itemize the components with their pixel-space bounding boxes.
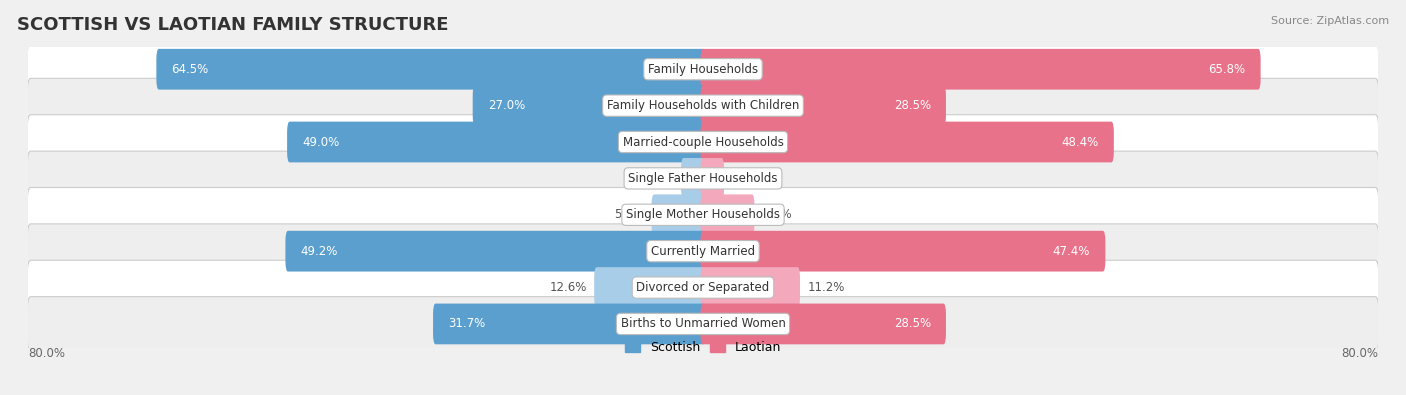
Text: 64.5%: 64.5% (172, 63, 208, 76)
Text: Married-couple Households: Married-couple Households (623, 135, 783, 149)
FancyBboxPatch shape (285, 231, 706, 271)
Text: 80.0%: 80.0% (28, 346, 65, 359)
FancyBboxPatch shape (700, 85, 946, 126)
Text: 31.7%: 31.7% (449, 318, 485, 331)
FancyBboxPatch shape (27, 260, 1379, 315)
Text: 28.5%: 28.5% (894, 318, 931, 331)
Text: 49.0%: 49.0% (302, 135, 339, 149)
Text: Currently Married: Currently Married (651, 245, 755, 258)
Text: 27.0%: 27.0% (488, 99, 524, 112)
Text: 11.2%: 11.2% (807, 281, 845, 294)
FancyBboxPatch shape (27, 224, 1379, 278)
FancyBboxPatch shape (700, 194, 755, 235)
Text: 2.3%: 2.3% (644, 172, 673, 185)
FancyBboxPatch shape (651, 194, 706, 235)
Text: 47.4%: 47.4% (1053, 245, 1090, 258)
FancyBboxPatch shape (287, 122, 706, 162)
FancyBboxPatch shape (595, 267, 706, 308)
FancyBboxPatch shape (472, 85, 706, 126)
FancyBboxPatch shape (27, 151, 1379, 206)
Text: Single Father Households: Single Father Households (628, 172, 778, 185)
Text: Source: ZipAtlas.com: Source: ZipAtlas.com (1271, 16, 1389, 26)
FancyBboxPatch shape (27, 115, 1379, 169)
Text: 28.5%: 28.5% (894, 99, 931, 112)
Text: Family Households: Family Households (648, 63, 758, 76)
Legend: Scottish, Laotian: Scottish, Laotian (620, 337, 786, 359)
FancyBboxPatch shape (156, 49, 706, 90)
Text: 5.8%: 5.8% (614, 208, 644, 221)
Text: Single Mother Households: Single Mother Households (626, 208, 780, 221)
Text: 2.2%: 2.2% (731, 172, 762, 185)
FancyBboxPatch shape (700, 304, 946, 344)
FancyBboxPatch shape (27, 78, 1379, 133)
FancyBboxPatch shape (681, 158, 706, 199)
Text: 12.6%: 12.6% (550, 281, 586, 294)
Text: Births to Unmarried Women: Births to Unmarried Women (620, 318, 786, 331)
Text: 80.0%: 80.0% (1341, 346, 1378, 359)
FancyBboxPatch shape (27, 188, 1379, 242)
Text: Divorced or Separated: Divorced or Separated (637, 281, 769, 294)
FancyBboxPatch shape (700, 122, 1114, 162)
FancyBboxPatch shape (700, 267, 800, 308)
FancyBboxPatch shape (27, 297, 1379, 351)
Text: 49.2%: 49.2% (301, 245, 337, 258)
FancyBboxPatch shape (700, 49, 1261, 90)
FancyBboxPatch shape (700, 158, 724, 199)
FancyBboxPatch shape (433, 304, 706, 344)
Text: 65.8%: 65.8% (1208, 63, 1246, 76)
Text: 5.8%: 5.8% (762, 208, 792, 221)
FancyBboxPatch shape (700, 231, 1105, 271)
FancyBboxPatch shape (27, 42, 1379, 96)
Text: Family Households with Children: Family Households with Children (607, 99, 799, 112)
Text: 48.4%: 48.4% (1062, 135, 1098, 149)
Text: SCOTTISH VS LAOTIAN FAMILY STRUCTURE: SCOTTISH VS LAOTIAN FAMILY STRUCTURE (17, 16, 449, 34)
